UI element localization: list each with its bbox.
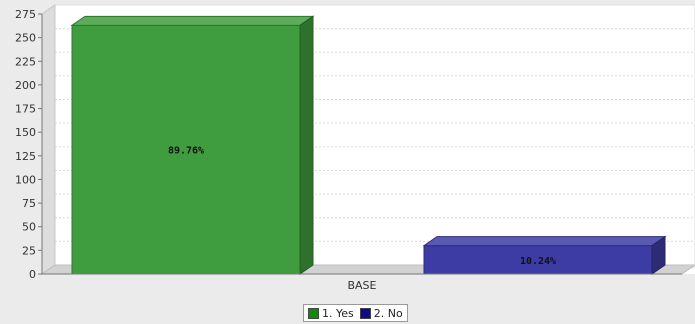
y-tick-label: 275 [15,8,36,21]
y-tick-label: 100 [15,173,36,186]
legend-item: 1. Yes [308,307,354,320]
y-tick-label: 125 [15,150,36,163]
bar-side [651,235,666,275]
legend-label: 2. No [373,306,403,320]
data-label: 89.76% [168,146,204,157]
x-axis: BASE [42,273,682,292]
gridlines [55,4,695,242]
bars: 89.76% 10.24% [70,15,667,275]
bar-2: 10.24% [422,235,667,275]
y-tick-label: 0 [29,268,36,281]
y-tick-label: 250 [15,32,36,45]
y-axis: 0 25 50 75 100 125 150 175 200 225 250 275 [15,8,43,281]
legend-label: 1. Yes [322,306,354,320]
bar-top [422,236,667,247]
legend-item: 2. No [359,306,403,320]
y-tick-label: 50 [22,221,36,234]
x-category-label: BASE [347,279,376,292]
y-tick-label: 75 [22,197,36,210]
y-tick-label: 150 [15,126,36,139]
y-tick-label: 25 [22,244,36,257]
bar-top [70,15,315,26]
legend-swatch [359,307,371,319]
y-tick-label: 175 [15,103,36,116]
bar-1: 89.76% [70,15,315,275]
legend-swatch [308,307,319,319]
side-wall [41,4,56,275]
data-label: 10.24% [520,256,556,267]
legend: 1. Yes 2. No [303,304,408,322]
bar-side [299,15,314,275]
y-tick-label: 200 [15,79,36,92]
y-tick-label: 225 [15,55,36,68]
